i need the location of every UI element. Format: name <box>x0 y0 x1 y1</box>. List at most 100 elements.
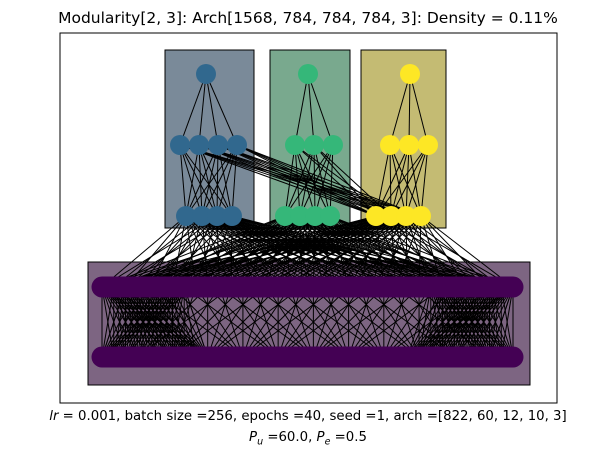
edge-input-input <box>242 286 314 358</box>
edge-input-input <box>101 286 150 358</box>
edge-input-input <box>101 286 185 358</box>
edge-input-input <box>160 286 185 358</box>
edge-hidden-input <box>125 215 187 288</box>
edge-input-input <box>430 286 467 358</box>
edge-cross-module <box>217 144 377 217</box>
edge-output-hidden <box>408 73 411 146</box>
hidden-node <box>381 206 401 226</box>
edge-hidden-input <box>101 215 286 288</box>
edge-hidden-hidden <box>179 144 233 217</box>
edge-input-input <box>465 286 514 358</box>
edge-output-hidden <box>294 73 309 146</box>
edge-hidden-input <box>148 215 316 288</box>
edge-hidden-input <box>113 215 301 288</box>
network-nodes <box>170 64 438 226</box>
edge-input-input <box>348 286 396 358</box>
hidden-node <box>170 135 190 155</box>
output-node <box>298 64 318 84</box>
edge-input-input <box>430 286 479 358</box>
edge-hidden-input <box>125 215 218 288</box>
edge-input-input <box>113 286 185 358</box>
edge-hidden-hidden <box>420 144 429 217</box>
hidden-node <box>290 206 310 226</box>
edge-hidden-hidden <box>198 144 233 217</box>
hidden-node <box>222 206 242 226</box>
hidden-node <box>399 135 419 155</box>
edge-cross-module <box>198 144 377 217</box>
edge-hidden-input <box>101 215 377 288</box>
edge-hidden-input <box>301 215 422 288</box>
edge-hidden-hidden <box>198 144 203 217</box>
hidden-node <box>192 206 212 226</box>
edge-hidden-input <box>371 215 392 288</box>
edge-hidden-hidden <box>198 144 218 217</box>
hidden-node <box>285 135 305 155</box>
output-node <box>196 64 216 84</box>
edge-input-input <box>148 286 185 358</box>
edge-input-input <box>242 286 338 358</box>
edge-cross-module <box>294 144 377 217</box>
edge-hidden-input <box>125 215 316 288</box>
edge-hidden-input <box>390 215 397 288</box>
edge-hidden-hidden <box>329 144 334 217</box>
edge-input-input <box>406 286 432 358</box>
connection-edges <box>101 73 514 358</box>
pu-symbol: P <box>249 430 258 445</box>
edge-hidden-input <box>348 215 422 288</box>
pe-symbol: P <box>316 430 325 445</box>
hidden-node <box>366 206 386 226</box>
pu-subscript: u <box>257 436 264 448</box>
edge-input-input <box>348 286 420 358</box>
caption-line-2: Pu =60.0, Pe =0.5 <box>0 430 616 448</box>
edge-input-input <box>277 286 326 358</box>
edge-input-input <box>313 286 385 358</box>
edge-cross-module <box>236 144 377 217</box>
edge-hidden-hidden <box>389 144 422 217</box>
hidden-node <box>227 135 247 155</box>
edge-cross-module <box>313 144 392 217</box>
edge-hidden-input <box>390 215 467 288</box>
edge-output-hidden <box>389 73 411 146</box>
edge-cross-module <box>236 144 422 217</box>
edge-input-input <box>477 286 514 358</box>
edge-hidden-input <box>405 215 432 288</box>
edge-input-input <box>442 286 514 358</box>
edge-input-input <box>183 286 197 358</box>
pe-value: =0.5 <box>330 430 367 445</box>
edge-hidden-hidden <box>390 144 410 217</box>
edge-input-input <box>171 286 185 358</box>
hidden-node <box>176 206 196 226</box>
edge-cross-module <box>313 144 377 217</box>
edge-hidden-hidden <box>408 144 422 217</box>
edge-input-input <box>136 286 185 358</box>
edge-hidden-input <box>405 215 455 288</box>
edge-hidden-hidden <box>179 144 218 217</box>
edge-input-input <box>277 286 349 358</box>
edge-hidden-input <box>390 215 443 288</box>
edge-input-input <box>242 286 291 358</box>
edge-hidden-input <box>137 215 331 288</box>
edge-hidden-input <box>405 215 408 288</box>
edge-input-input <box>101 286 173 358</box>
edge-input-input <box>101 286 138 358</box>
edge-input-input <box>183 286 209 358</box>
edge-hidden-input <box>383 215 407 288</box>
edge-input-input <box>430 286 490 358</box>
edge-output-hidden <box>205 73 238 146</box>
edge-input-input <box>101 286 115 358</box>
edge-hidden-input <box>230 215 422 288</box>
caption-line-1: lr = 0.001, batch size =256, epochs =40,… <box>0 409 616 424</box>
edge-input-input <box>101 286 162 358</box>
edge-hidden-input <box>420 215 467 288</box>
hidden-node <box>208 135 228 155</box>
edge-hidden-input <box>171 215 187 288</box>
edge-input-input <box>207 286 302 358</box>
hidden-node <box>320 206 340 226</box>
edge-hidden-hidden <box>179 144 187 217</box>
edge-hidden-hidden <box>405 144 410 217</box>
edge-hidden-input <box>324 215 422 288</box>
hidden-node <box>380 135 400 155</box>
edge-input-input <box>453 286 514 358</box>
edge-hidden-hidden <box>405 144 429 217</box>
hidden-node <box>305 206 325 226</box>
